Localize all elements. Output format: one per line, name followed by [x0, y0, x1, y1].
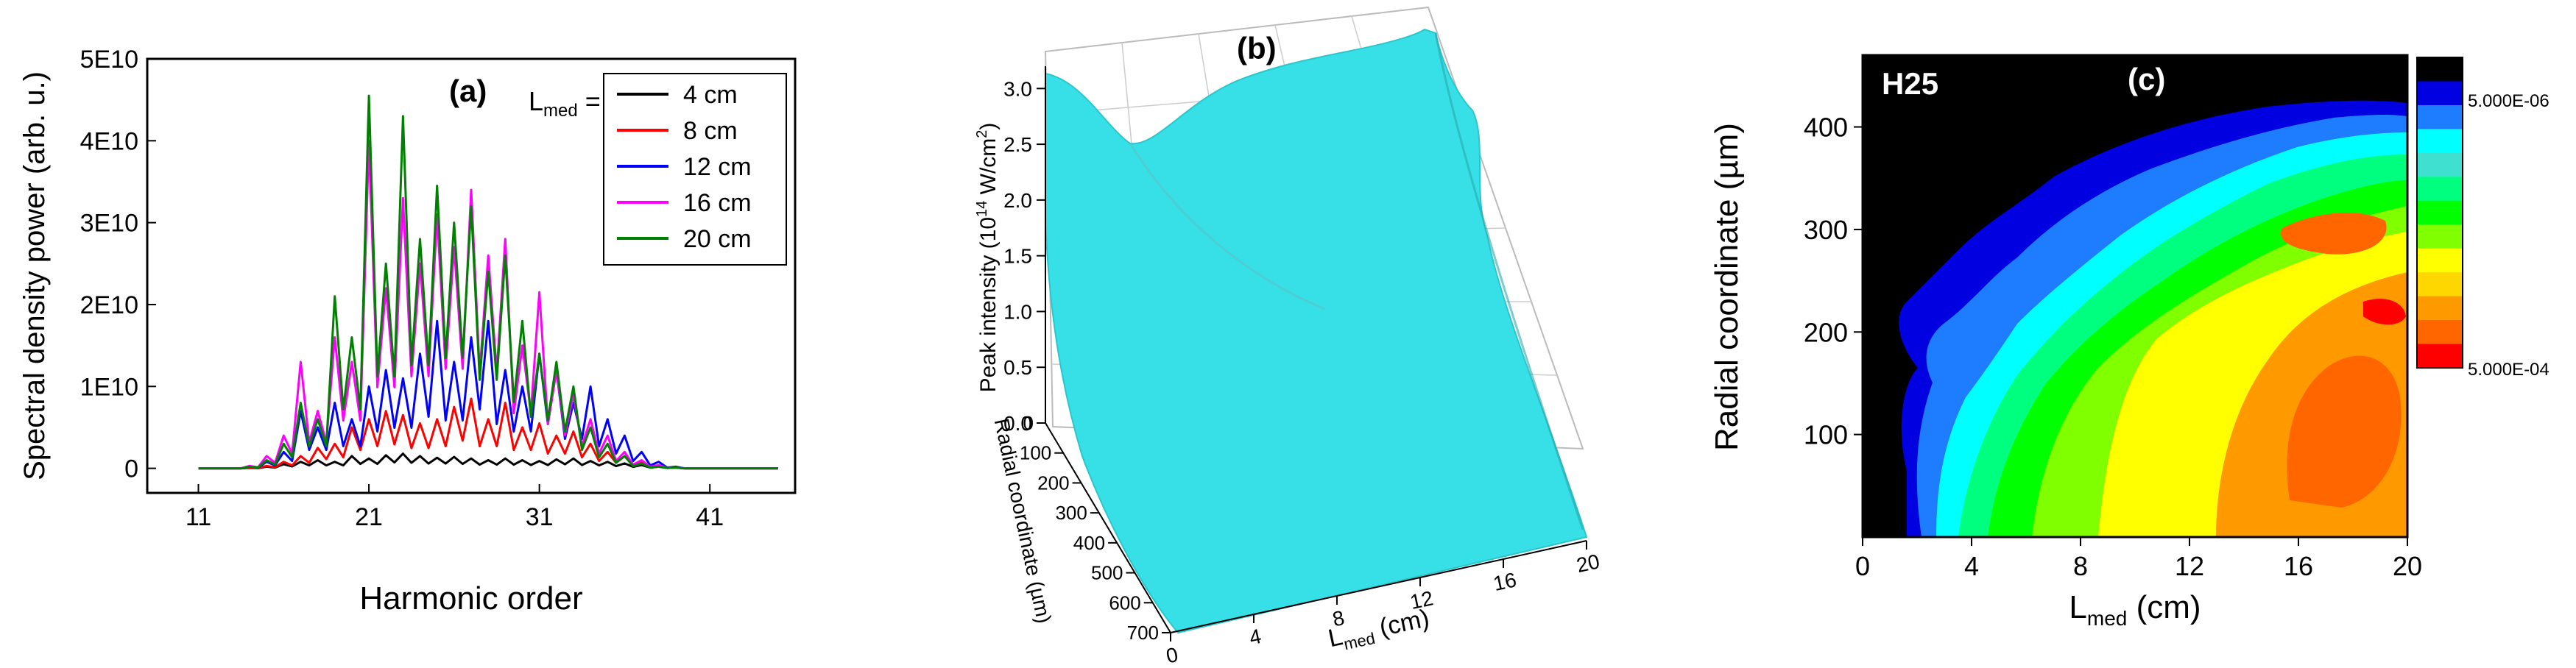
colorbar-swatch [2417, 296, 2463, 321]
radial-tick-label: 400 [1073, 532, 1105, 554]
panel-a-line-chart: 11 21 31 41 0 1E10 2E10 3E10 4E10 5E10 (a) Spectr… [18, 46, 797, 617]
legend-label: 20 cm [683, 225, 752, 253]
lmed-tick-label: 20 [1575, 550, 1602, 577]
x-tick-label-c: 0 [1855, 551, 1870, 581]
colorbar-swatch [2417, 224, 2463, 249]
surface-main [1045, 28, 1588, 634]
legend-title: Lmed = [529, 86, 601, 121]
x-tick-label-c: 12 [2175, 551, 2204, 581]
x-axis-label: Harmonic order [359, 580, 582, 617]
z-tick-label: 2.0 [1003, 189, 1032, 212]
axis-ticks: 11 21 31 41 0 1E10 2E10 3E10 4E10 5E10 [80, 46, 724, 531]
series-lines [198, 94, 778, 470]
legend-label: 16 cm [683, 189, 752, 217]
panel-label-b: (b) [1237, 31, 1277, 65]
colorbar-top-label: 5.000E-06 [2468, 91, 2549, 111]
colorbar-swatch [2417, 152, 2463, 177]
radial-tick-label: 0 [1023, 412, 1034, 434]
y-tick-label-c: 200 [1804, 317, 1848, 347]
y-axis-label-c: Radial coordinate (µm) [1709, 123, 1745, 451]
colorbar [2416, 57, 2463, 369]
y-tick-label: 0 [124, 455, 138, 483]
panel-label-a: (a) [449, 74, 487, 108]
x-tick-label: 41 [696, 503, 724, 531]
x-tick-label: 21 [355, 503, 383, 531]
legend-entries: 4 cm 8 cm 12 cm 16 cm 20 cm [617, 81, 752, 253]
z-tick-label: 1.5 [1003, 245, 1032, 268]
panel-b-surface: 0.00.51.01.52.02.53.00100200300400500600… [974, 6, 1601, 667]
colorbar-swatch [2417, 104, 2463, 129]
radial-tick-label: 300 [1055, 502, 1087, 524]
legend-label: 8 cm [683, 117, 738, 145]
x-tick-label-c: 20 [2393, 551, 2422, 581]
radial-tick-label: 200 [1037, 472, 1069, 494]
level-darkorange-1 [2287, 355, 2402, 508]
legend-label: 12 cm [683, 153, 752, 181]
radial-tick-label: 500 [1091, 562, 1123, 584]
panel-label-c: (c) [2128, 62, 2165, 96]
y-tick-label: 3E10 [80, 210, 138, 238]
lmed-tick-label: 0 [1164, 643, 1180, 668]
x-tick-label: 31 [526, 503, 554, 531]
series-line-8-cm [198, 397, 778, 470]
colorbar-swatch [2417, 320, 2463, 345]
radial-tick-label: 600 [1109, 591, 1140, 614]
level-darkorange-2 [2281, 213, 2387, 255]
x-tick-label-c: 4 [1964, 551, 1979, 581]
colorbar-frame [2416, 57, 2463, 369]
y-tick-label: 5E10 [80, 46, 138, 74]
heatmap-frame [1861, 54, 2409, 539]
z-tick-label: 0.5 [1003, 356, 1032, 379]
x-tick-label-c: 8 [2073, 551, 2088, 581]
colorbar-swatch [2417, 344, 2463, 369]
lmed-tick-label: 12 [1408, 586, 1436, 614]
legend-box [603, 73, 787, 266]
surface-axis-ticks: 0.00.51.01.52.02.53.00100200300400500600… [1003, 77, 1601, 667]
z-tick-label: 1.0 [1003, 300, 1032, 323]
colorbar-swatch [2417, 57, 2463, 82]
colorbar-swatch [2417, 248, 2463, 273]
y-tick-label-c: 400 [1804, 113, 1848, 143]
heatmap-axis-ticks: 0 4 8 12 16 20 100 200 300 400 [1804, 113, 2422, 581]
colorbar-swatch [2417, 81, 2463, 106]
heatmap-area [1863, 55, 2407, 537]
colorbar-swatch [2417, 272, 2463, 297]
x-axis-label-c: Lmed (cm) [2069, 589, 2201, 630]
x-tick-label: 11 [186, 503, 211, 531]
y-tick-label-c: 100 [1804, 420, 1848, 450]
corner-label: H25 [1882, 66, 1938, 101]
series-line-20-cm [198, 94, 778, 470]
y-tick-label: 4E10 [80, 127, 138, 155]
surface-ridge-2 [1434, 32, 1584, 530]
surface-ridge [1129, 143, 1326, 310]
series-line-4-cm [198, 452, 778, 470]
colorbar-swatch [2417, 177, 2463, 202]
colorbar-bottom-label: 5.000E-04 [2468, 360, 2549, 380]
y-tick-label: 1E10 [80, 373, 138, 401]
panel-c-heatmap: 0 4 8 12 16 20 100 200 300 400 H25 (c) Radial coo… [1709, 54, 2549, 630]
y-tick-label: 2E10 [80, 291, 138, 319]
lmed-tick-label: 8 [1330, 606, 1347, 631]
z-tick-label: 0.0 [1003, 412, 1032, 435]
y-tick-label-c: 300 [1804, 215, 1848, 245]
level-red [2363, 299, 2406, 325]
colorbar-swatch [2417, 200, 2463, 225]
z-tick-label: 2.5 [1003, 133, 1032, 156]
radial-tick-label: 100 [1020, 442, 1051, 464]
z-axis-label: Peak intensity (1014 W/cm2) [974, 123, 1001, 393]
lmed-tick-label: 4 [1247, 625, 1263, 650]
lmed-tick-label: 16 [1492, 568, 1519, 595]
z-tick-label: 3.0 [1003, 77, 1032, 100]
colorbar-swatch [2417, 129, 2463, 154]
radial-tick-label: 700 [1127, 622, 1159, 644]
x-axis-line [1170, 540, 1587, 633]
x-tick-label-c: 16 [2284, 551, 2313, 581]
plot-area-frame [146, 57, 797, 494]
legend-label: 4 cm [683, 81, 738, 109]
y-axis-label: Spectral density power (arb. u.) [18, 71, 51, 480]
y-axis-line [1045, 422, 1171, 633]
